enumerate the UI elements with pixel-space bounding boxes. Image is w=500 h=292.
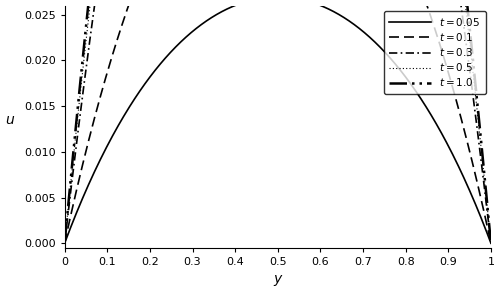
Legend: $t = 0.05$, $t = 0.1$, $t= 0.3$, $t = 0.5$, $t = 1.0$: $t = 0.05$, $t = 0.1$, $t= 0.3$, $t = 0.… [384,11,486,94]
Y-axis label: u: u [6,113,15,127]
X-axis label: y: y [274,272,282,286]
